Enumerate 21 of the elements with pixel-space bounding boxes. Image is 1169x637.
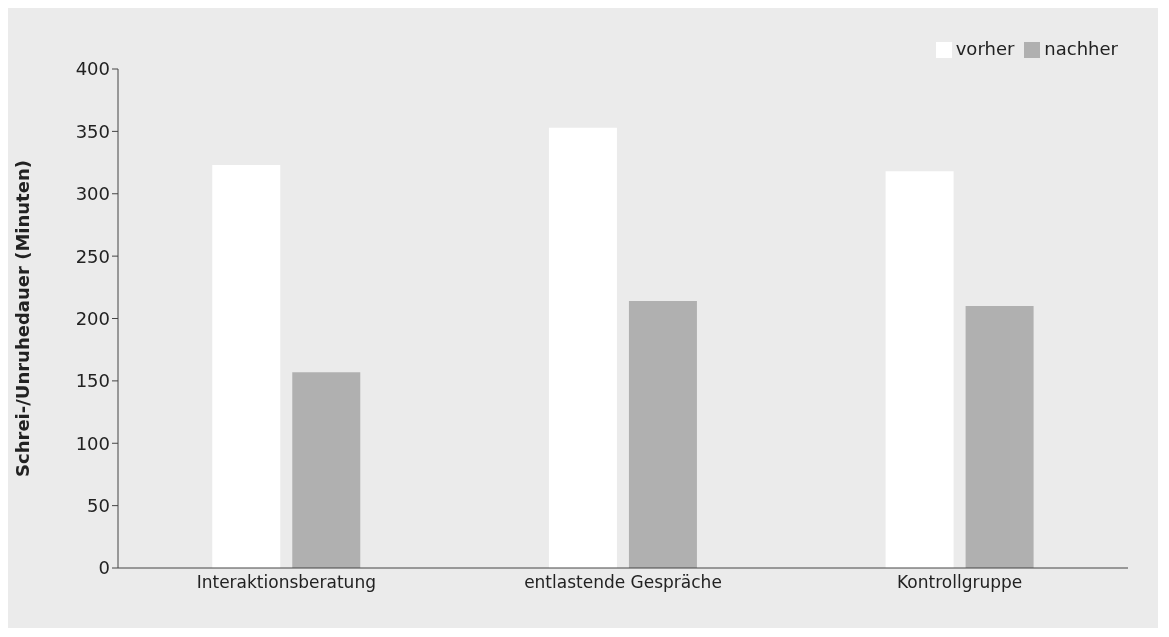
y-tick-label: 0 [98,557,110,579]
x-tick-label: Kontrollgruppe [897,572,1023,593]
bar [965,306,1034,568]
bar [628,301,697,568]
x-tick-label: entlastende Gespräche [524,572,722,593]
y-tick-label: 300 [75,183,110,205]
legend-label: vorher [955,38,1015,59]
bar [548,127,617,568]
y-tick-label: 150 [75,370,110,392]
y-tick-label: 100 [75,432,110,454]
legend-label: nachher [1044,38,1118,59]
y-tick-label: 250 [75,245,110,267]
y-tick-label: 50 [87,495,110,517]
y-tick-label: 350 [75,120,110,142]
x-tick-label: Interaktionsberatung [196,572,376,593]
bar [292,372,361,568]
bar [885,171,954,568]
y-tick-label: 200 [75,307,110,329]
bar [212,165,281,568]
y-tick-label: 400 [75,58,110,80]
y-axis-title: Schrei-/Unruhedauer (Minuten) [12,160,34,477]
